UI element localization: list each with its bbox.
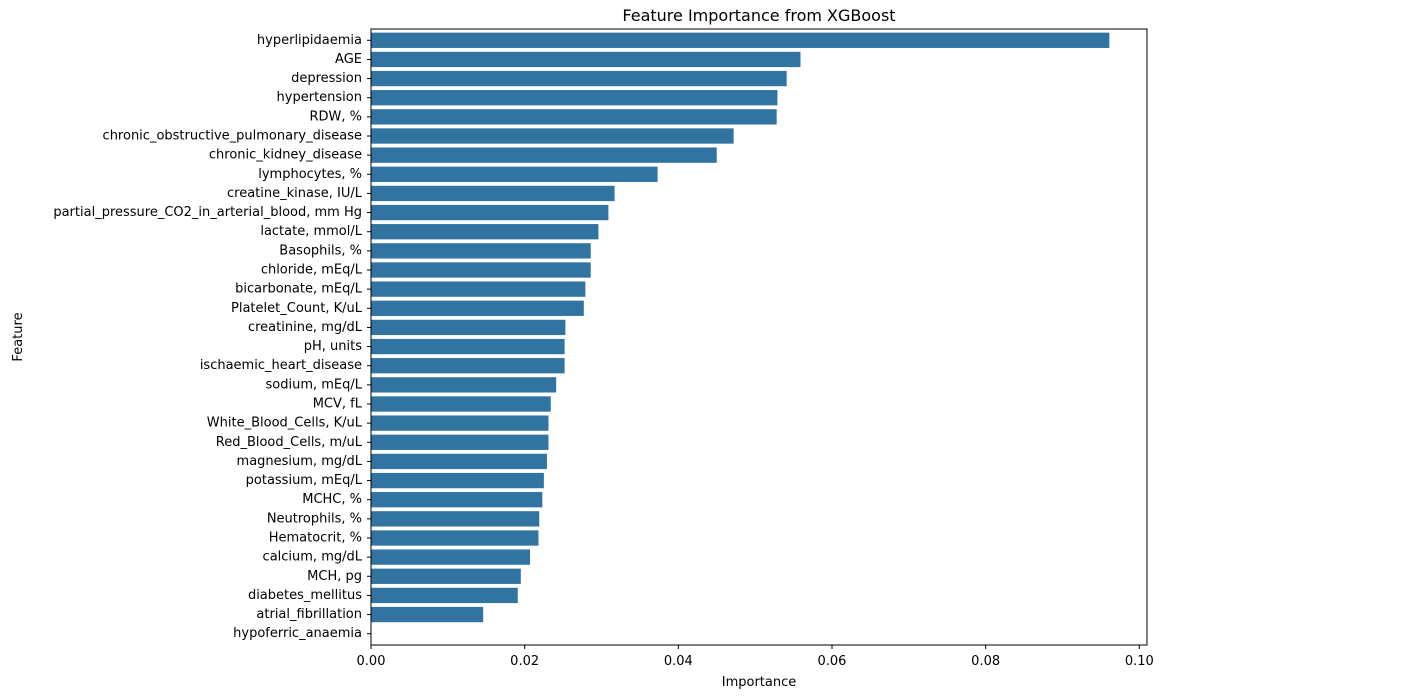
- y-tick-label: hypoferric_anaemia: [233, 626, 362, 641]
- bars-group: [371, 32, 1110, 623]
- x-axis-label: Importance: [722, 675, 797, 690]
- y-tick-label: lactate, mmol/L: [260, 224, 362, 239]
- bar: [371, 358, 565, 374]
- y-tick-label: chronic_kidney_disease: [209, 148, 362, 163]
- y-tick-label: chronic_obstructive_pulmonary_disease: [103, 129, 362, 144]
- x-tick-label: 0.10: [1125, 654, 1154, 669]
- y-tick-label: Red_Blood_Cells, m/uL: [216, 435, 363, 450]
- bar: [371, 415, 549, 431]
- bar: [371, 166, 658, 182]
- y-tick-label: MCV, fL: [313, 396, 363, 411]
- y-tick-label: creatine_kinase, IU/L: [227, 186, 363, 201]
- x-tick-label: 0.06: [818, 654, 847, 669]
- x-tick-label: 0.00: [357, 654, 386, 669]
- y-tick-label: Platelet_Count, K/uL: [231, 301, 363, 316]
- bar: [371, 262, 591, 278]
- bar: [371, 185, 615, 202]
- bar: [371, 300, 584, 316]
- y-axis-label: Feature: [11, 312, 26, 361]
- bar: [371, 319, 566, 336]
- bar: [371, 453, 547, 470]
- bar: [371, 51, 801, 68]
- y-tick-label: potassium, mEq/L: [246, 473, 363, 488]
- x-tick-label: 0.02: [510, 654, 539, 669]
- y-tick-label: depression: [291, 71, 362, 86]
- plot-frame: [370, 28, 1148, 646]
- y-tick-label: chloride, mEq/L: [261, 263, 363, 278]
- bar: [371, 32, 1110, 48]
- bar: [371, 396, 551, 412]
- bar: [371, 377, 557, 393]
- bar: [371, 109, 777, 125]
- y-tick-label: pH, units: [304, 339, 362, 354]
- bar: [371, 511, 540, 527]
- y-tick-label: MCHC, %: [302, 492, 362, 507]
- x-axis-ticks: 0.00 0.02 0.04 0.06 0.08 0.10: [357, 645, 1154, 669]
- bar: [371, 606, 484, 623]
- y-tick-label: hyperlipidaemia: [257, 33, 362, 48]
- bar: [371, 492, 543, 508]
- bar: [371, 568, 521, 584]
- bar: [371, 587, 518, 604]
- y-tick-label: RDW, %: [309, 109, 362, 124]
- bar: [371, 243, 591, 259]
- y-tick-label: diabetes_mellitus: [248, 588, 362, 603]
- bar: [371, 338, 565, 355]
- bar: [371, 434, 549, 450]
- bar: [371, 147, 717, 163]
- bar: [371, 70, 787, 87]
- y-tick-label: creatinine, mg/dL: [248, 320, 363, 335]
- bar: [371, 204, 609, 221]
- y-tick-label: atrial_fibrillation: [256, 607, 362, 622]
- x-tick-label: 0.04: [664, 654, 693, 669]
- y-tick-label: calcium, mg/dL: [263, 550, 363, 565]
- y-tick-label: sodium, mEq/L: [265, 377, 362, 392]
- y-tick-label: ischaemic_heart_disease: [200, 358, 362, 373]
- y-tick-label: magnesium, mg/dL: [237, 454, 363, 469]
- bar: [371, 472, 544, 489]
- y-tick-label: Neutrophils, %: [267, 511, 362, 526]
- y-tick-label: lymphocytes, %: [258, 167, 362, 182]
- bar: [371, 549, 531, 565]
- bar: [371, 128, 734, 144]
- y-tick-label: Hematocrit, %: [269, 530, 362, 545]
- y-tick-label: partial_pressure_CO2_in_arterial_blood, …: [53, 205, 362, 220]
- y-tick-label: AGE: [335, 52, 362, 67]
- y-tick-label: White_Blood_Cells, K/uL: [207, 416, 363, 431]
- bar: [371, 90, 778, 106]
- bar: [371, 224, 599, 240]
- y-tick-label: Basophils, %: [279, 243, 362, 258]
- y-axis-ticks: hyperlipidaemia AGE depression hypertension…: [53, 33, 371, 641]
- y-tick-label: MCH, pg: [307, 569, 362, 584]
- bar: [371, 530, 539, 546]
- y-tick-label: hypertension: [277, 90, 362, 105]
- bar: [371, 281, 586, 297]
- chart-title: Feature Importance from XGBoost: [622, 6, 895, 25]
- x-tick-label: 0.08: [971, 654, 1000, 669]
- y-tick-label: bicarbonate, mEq/L: [235, 282, 363, 297]
